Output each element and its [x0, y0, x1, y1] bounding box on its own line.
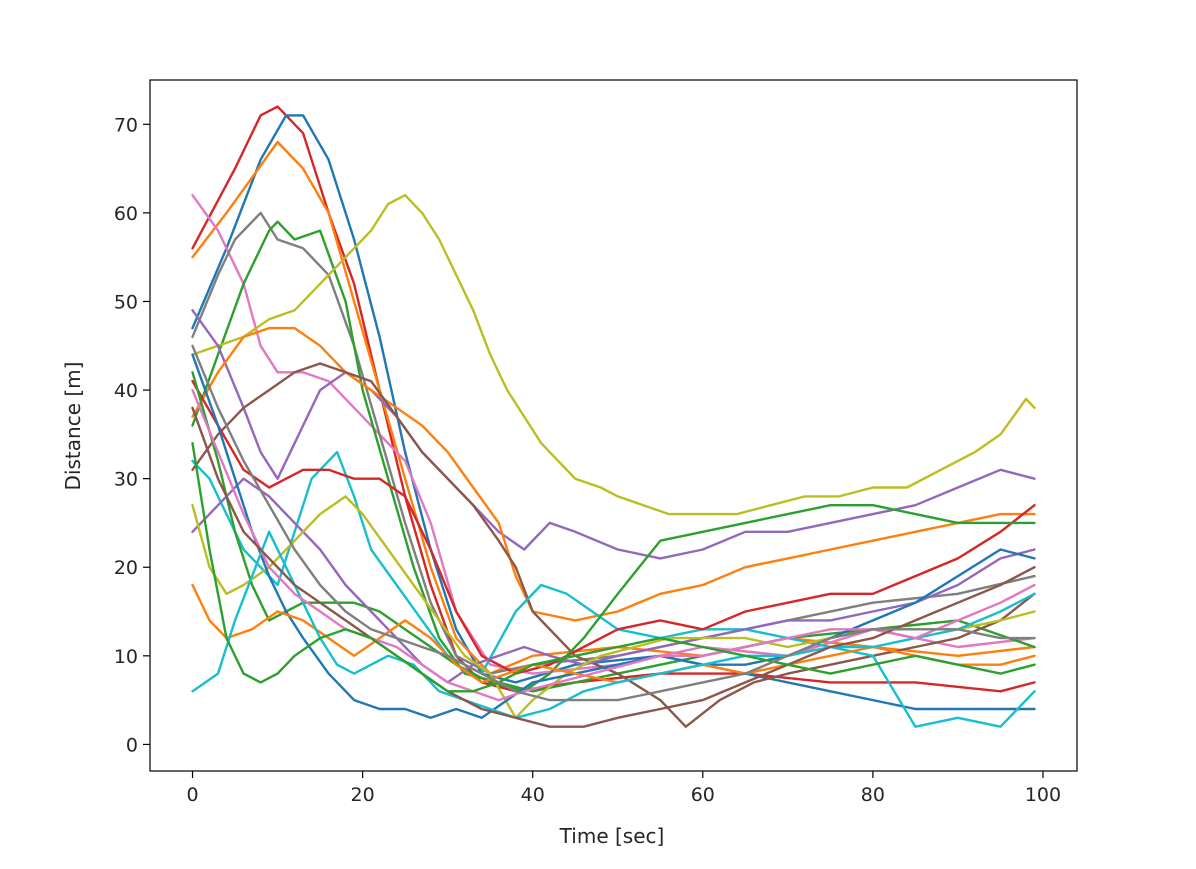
x-tick-label: 0 — [186, 784, 198, 806]
y-tick-label: 70 — [114, 114, 138, 136]
series-line-21 — [191, 442, 1036, 693]
x-tick-label: 100 — [1025, 784, 1061, 806]
series-line-20 — [191, 406, 1036, 728]
series-line-9 — [191, 326, 1036, 622]
series-line-10 — [191, 362, 1036, 728]
y-tick-label: 0 — [126, 734, 138, 756]
series-line-8 — [191, 309, 1036, 560]
plot-area — [191, 105, 1036, 728]
x-tick-label: 20 — [351, 784, 375, 806]
series-line-19 — [191, 388, 1036, 702]
series-line-2 — [191, 114, 1036, 711]
series-line-17 — [191, 583, 1036, 684]
y-tick-label: 40 — [114, 380, 138, 402]
y-tick-label: 30 — [114, 469, 138, 491]
y-tick-label: 20 — [114, 557, 138, 579]
y-axis-label: Distance [m] — [61, 362, 85, 491]
series-line-22 — [191, 344, 1036, 702]
series-line-7 — [191, 194, 1036, 516]
series-lines — [191, 105, 1036, 728]
x-tick-label: 40 — [521, 784, 545, 806]
axes: 0 20 40 60 80 100 0 10 20 30 40 50 60 70 — [114, 79, 1078, 806]
series-line-4 — [191, 194, 1036, 675]
x-tick-label: 60 — [691, 784, 715, 806]
axes-frame — [149, 79, 1078, 772]
x-tick-label: 80 — [861, 784, 885, 806]
x-axis-label: Time [sec] — [559, 824, 665, 848]
series-line-1 — [191, 105, 1036, 693]
y-tick-label: 60 — [114, 203, 138, 225]
y-tick-label: 10 — [114, 646, 138, 668]
y-tick-label: 50 — [114, 291, 138, 313]
series-line-18 — [191, 530, 1036, 719]
